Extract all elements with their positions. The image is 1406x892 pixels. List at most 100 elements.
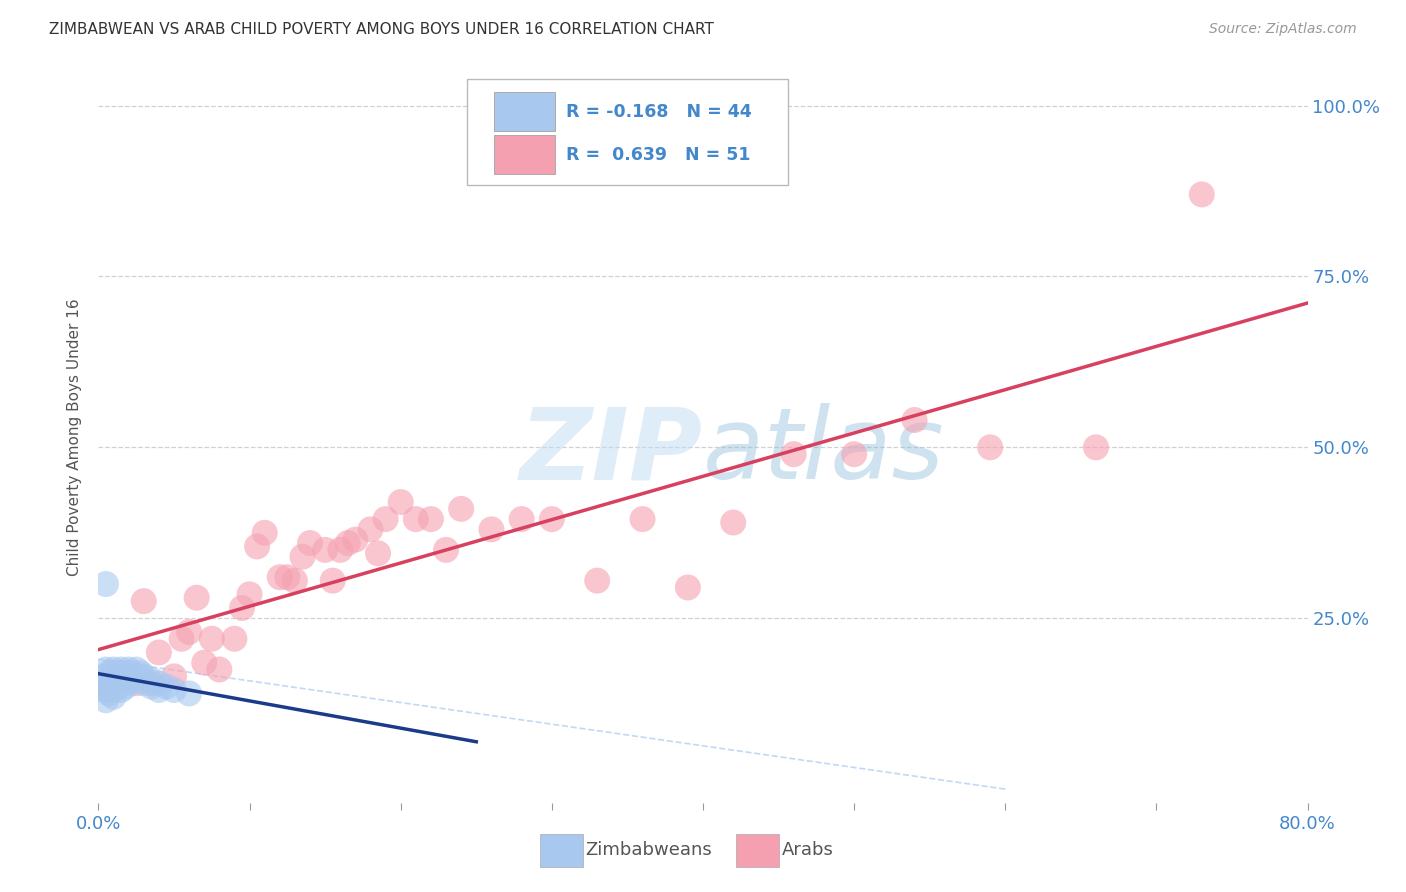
Point: [1085, 440, 1108, 454]
Point: [141, 673, 163, 687]
Point: [141, 680, 163, 694]
Point: [148, 683, 170, 698]
Point: [284, 574, 307, 588]
Point: [98, 673, 121, 687]
Point: [107, 676, 129, 690]
Point: [103, 683, 125, 698]
Point: [193, 656, 215, 670]
Point: [110, 676, 132, 690]
Point: [114, 680, 136, 694]
Point: [129, 665, 152, 680]
Point: [118, 669, 141, 683]
Point: [94, 577, 117, 591]
Point: [360, 522, 382, 536]
Text: ZIMBABWEAN VS ARAB CHILD POVERTY AMONG BOYS UNDER 16 CORRELATION CHART: ZIMBABWEAN VS ARAB CHILD POVERTY AMONG B…: [49, 22, 714, 37]
Point: [344, 533, 367, 547]
Point: [481, 522, 503, 536]
Point: [114, 673, 136, 687]
Point: [98, 686, 121, 700]
Point: [129, 673, 152, 687]
Point: [329, 542, 352, 557]
Text: Arabs: Arabs: [782, 841, 834, 859]
Point: [132, 676, 155, 690]
Point: [110, 665, 132, 680]
Point: [110, 663, 132, 677]
Point: [103, 676, 125, 690]
Point: [844, 447, 866, 461]
Point: [170, 632, 193, 646]
Point: [103, 663, 125, 677]
Point: [540, 512, 562, 526]
Point: [389, 495, 412, 509]
Point: [783, 447, 806, 461]
Point: [98, 680, 121, 694]
Text: ZIP: ZIP: [520, 403, 703, 500]
Point: [118, 663, 141, 677]
Point: [110, 683, 132, 698]
Point: [163, 683, 186, 698]
Point: [314, 542, 336, 557]
Point: [155, 680, 177, 694]
Point: [107, 669, 129, 683]
Point: [291, 549, 314, 564]
Point: [148, 645, 170, 659]
Point: [208, 663, 231, 677]
Point: [103, 676, 125, 690]
Point: [118, 669, 141, 683]
Point: [405, 512, 427, 526]
Point: [201, 632, 224, 646]
Point: [269, 570, 291, 584]
Point: [434, 542, 457, 557]
Text: R = -0.168   N = 44: R = -0.168 N = 44: [567, 103, 752, 120]
Point: [723, 516, 745, 530]
Text: Zimbabweans: Zimbabweans: [586, 841, 713, 859]
Point: [105, 673, 128, 687]
Point: [94, 693, 117, 707]
Point: [186, 591, 208, 605]
Point: [239, 587, 262, 601]
Point: [904, 413, 927, 427]
Point: [179, 624, 201, 639]
Point: [110, 669, 132, 683]
Point: [121, 665, 143, 680]
Point: [450, 501, 472, 516]
Point: [231, 601, 253, 615]
Point: [148, 676, 170, 690]
FancyBboxPatch shape: [735, 833, 779, 867]
Text: atlas: atlas: [703, 403, 945, 500]
Point: [253, 525, 276, 540]
Point: [322, 574, 344, 588]
Point: [367, 546, 389, 560]
Point: [510, 512, 533, 526]
Point: [118, 676, 141, 690]
Point: [125, 663, 148, 677]
Point: [103, 690, 125, 704]
Point: [121, 673, 143, 687]
Point: [246, 540, 269, 554]
FancyBboxPatch shape: [494, 135, 555, 174]
Point: [276, 570, 298, 584]
FancyBboxPatch shape: [540, 833, 583, 867]
Point: [163, 669, 186, 683]
Point: [420, 512, 443, 526]
Point: [224, 632, 246, 646]
Point: [125, 676, 148, 690]
Point: [1191, 187, 1213, 202]
Point: [631, 512, 654, 526]
Point: [98, 665, 121, 680]
Text: R =  0.639   N = 51: R = 0.639 N = 51: [567, 145, 751, 163]
Y-axis label: Child Poverty Among Boys Under 16: Child Poverty Among Boys Under 16: [67, 298, 83, 576]
Point: [141, 676, 163, 690]
Point: [125, 669, 148, 683]
Point: [94, 683, 117, 698]
Point: [586, 574, 609, 588]
Point: [374, 512, 396, 526]
Text: Source: ZipAtlas.com: Source: ZipAtlas.com: [1209, 22, 1357, 37]
Point: [336, 536, 359, 550]
Point: [979, 440, 1001, 454]
Point: [114, 665, 136, 680]
Point: [94, 676, 117, 690]
Point: [299, 536, 322, 550]
Point: [179, 686, 201, 700]
Point: [132, 594, 155, 608]
